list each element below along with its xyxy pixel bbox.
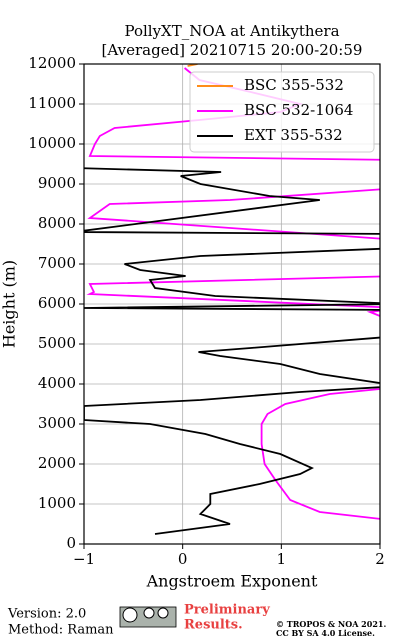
x-axis-label: Angstroem Exponent bbox=[146, 572, 318, 591]
copyright: © TROPOS & NOA 2021. bbox=[276, 619, 386, 629]
y-tick-label: 2000 bbox=[38, 454, 76, 472]
x-tick-label: 2 bbox=[375, 550, 385, 568]
y-tick-label: 10000 bbox=[28, 134, 76, 152]
y-tick-label: 9000 bbox=[38, 174, 76, 192]
legend: BSC 355-532 BSC 532-1064 EXT 355-532 bbox=[189, 71, 375, 153]
chart-title: PollyXT_NOA at Antikythera bbox=[124, 22, 339, 40]
y-tick-label: 6000 bbox=[38, 294, 76, 312]
legend-label: EXT 355-532 bbox=[244, 126, 343, 144]
cc-icon bbox=[122, 607, 138, 623]
y-tick-label: 5000 bbox=[38, 334, 76, 352]
y-tick-label: 0 bbox=[66, 534, 76, 552]
version: Version: 2.0 bbox=[7, 607, 86, 622]
data-line bbox=[84, 167, 380, 535]
x-tick-label: 1 bbox=[277, 550, 287, 568]
sa-icon bbox=[157, 607, 169, 619]
cc-logo bbox=[119, 606, 177, 628]
y-tick-label: 4000 bbox=[38, 374, 76, 392]
legend-label: BSC 355-532 bbox=[244, 76, 344, 94]
chart-subtitle: [Averaged] 20210715 20:00-20:59 bbox=[102, 41, 363, 59]
y-tick-label: 1000 bbox=[38, 494, 76, 512]
y-tick-label: 11000 bbox=[28, 94, 76, 112]
y-tick-label: 8000 bbox=[38, 214, 76, 232]
preliminary: Preliminary bbox=[184, 603, 270, 618]
x-tick-label: 0 bbox=[178, 550, 188, 568]
legend-box bbox=[189, 71, 375, 153]
y-axis-label: Height (m) bbox=[0, 260, 19, 348]
x-tick-label: −1 bbox=[73, 550, 95, 568]
by-icon bbox=[143, 607, 155, 619]
y-tick-label: 3000 bbox=[38, 414, 76, 432]
data-line bbox=[86, 67, 380, 520]
y-tick-label: 12000 bbox=[28, 54, 76, 72]
preliminary: Results. bbox=[184, 618, 243, 633]
y-tick-label: 7000 bbox=[38, 254, 76, 272]
license: CC BY SA 4.0 License. bbox=[276, 628, 375, 638]
method: Method: Raman bbox=[8, 623, 114, 638]
legend-label: BSC 532-1064 bbox=[244, 101, 353, 119]
